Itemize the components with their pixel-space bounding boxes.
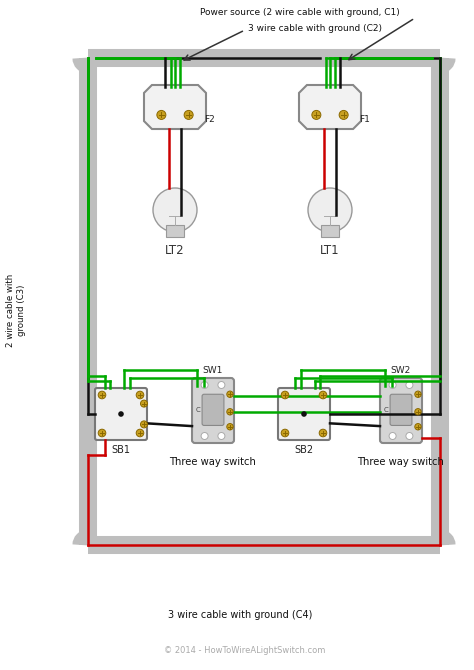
- Text: C: C: [196, 407, 201, 413]
- Circle shape: [98, 429, 106, 437]
- Text: F2: F2: [204, 115, 215, 124]
- Circle shape: [140, 421, 147, 428]
- Text: SW1: SW1: [203, 366, 223, 375]
- Circle shape: [406, 381, 413, 389]
- Circle shape: [308, 188, 352, 232]
- Circle shape: [136, 391, 144, 399]
- Circle shape: [201, 381, 208, 389]
- Circle shape: [415, 391, 421, 397]
- Circle shape: [312, 111, 321, 119]
- Polygon shape: [144, 85, 206, 129]
- Bar: [165, 225, 184, 237]
- Bar: [320, 225, 339, 237]
- FancyBboxPatch shape: [95, 388, 147, 440]
- FancyBboxPatch shape: [192, 378, 234, 443]
- FancyBboxPatch shape: [380, 378, 422, 443]
- Text: LT2: LT2: [165, 244, 185, 257]
- Polygon shape: [299, 85, 361, 129]
- Text: Three way switch: Three way switch: [170, 457, 256, 467]
- Text: F1: F1: [359, 115, 370, 124]
- Circle shape: [389, 433, 396, 440]
- Circle shape: [415, 423, 421, 430]
- Circle shape: [118, 411, 124, 417]
- Circle shape: [184, 111, 193, 119]
- Circle shape: [319, 429, 327, 437]
- Circle shape: [218, 381, 225, 389]
- Circle shape: [153, 188, 197, 232]
- Circle shape: [218, 433, 225, 440]
- Circle shape: [227, 409, 233, 415]
- Text: C: C: [384, 407, 389, 413]
- Circle shape: [389, 381, 396, 389]
- Text: SB1: SB1: [111, 445, 130, 455]
- Circle shape: [281, 391, 289, 399]
- Circle shape: [319, 391, 327, 399]
- Circle shape: [301, 411, 307, 417]
- Circle shape: [140, 400, 147, 407]
- Text: LT1: LT1: [320, 244, 340, 257]
- Circle shape: [227, 423, 233, 430]
- Text: SB2: SB2: [294, 445, 314, 455]
- Circle shape: [227, 391, 233, 397]
- Circle shape: [98, 391, 106, 399]
- FancyBboxPatch shape: [390, 394, 412, 425]
- Circle shape: [339, 111, 348, 119]
- Text: Three way switch: Three way switch: [357, 457, 445, 467]
- Circle shape: [136, 429, 144, 437]
- Circle shape: [281, 429, 289, 437]
- Text: SW2: SW2: [391, 366, 411, 375]
- Circle shape: [201, 433, 208, 440]
- Text: Power source (2 wire cable with ground, C1): Power source (2 wire cable with ground, …: [200, 8, 400, 17]
- Text: 3 wire cable with ground (C2): 3 wire cable with ground (C2): [248, 24, 382, 33]
- Circle shape: [406, 433, 413, 440]
- FancyBboxPatch shape: [202, 394, 224, 425]
- Text: 3 wire cable with ground (C4): 3 wire cable with ground (C4): [168, 610, 312, 620]
- Circle shape: [415, 409, 421, 415]
- FancyBboxPatch shape: [278, 388, 330, 440]
- Circle shape: [157, 111, 166, 119]
- Text: © 2014 - HowToWireALightSwitch.com: © 2014 - HowToWireALightSwitch.com: [164, 646, 326, 655]
- Text: 2 wire cable with
ground (C3): 2 wire cable with ground (C3): [6, 273, 26, 346]
